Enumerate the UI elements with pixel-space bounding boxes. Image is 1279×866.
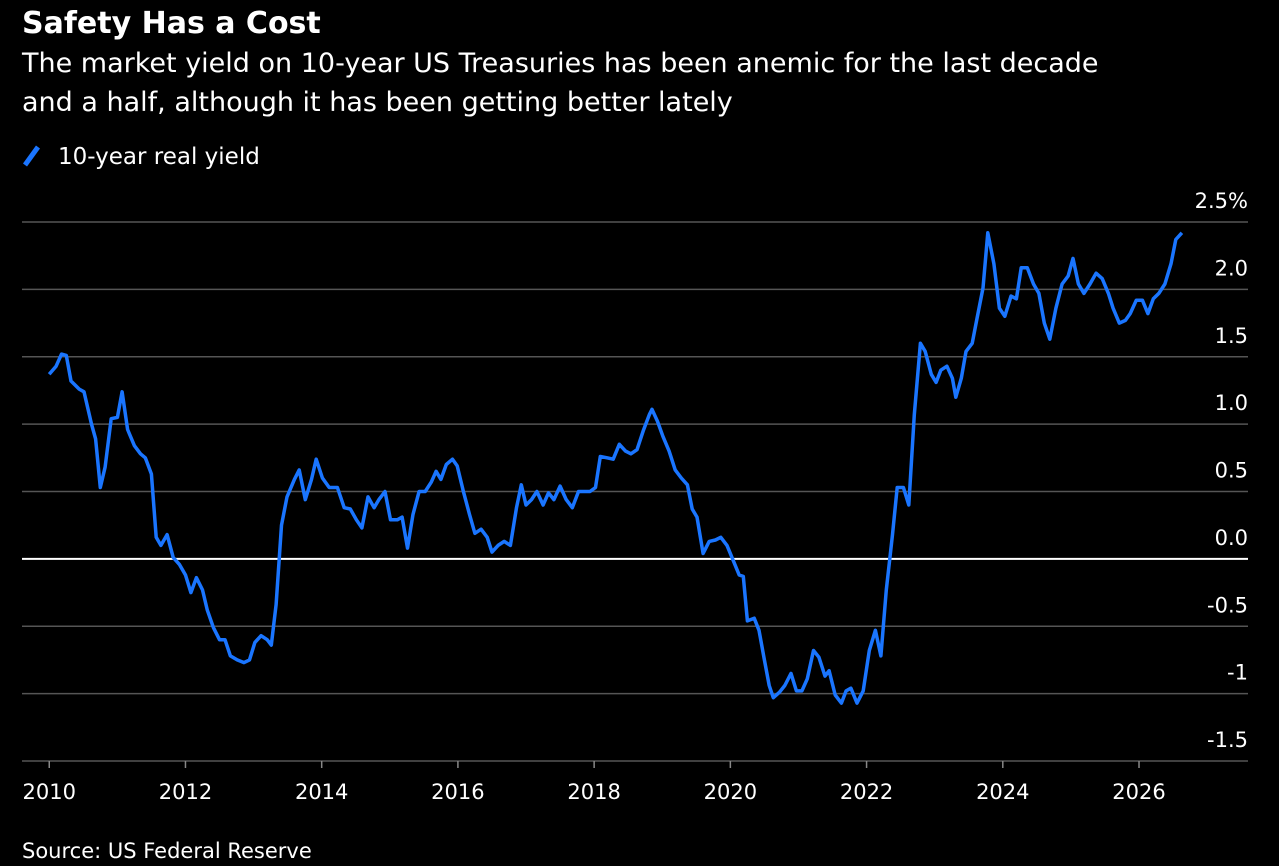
x-tick-label: 2024 <box>976 780 1029 804</box>
x-tick-label: 2010 <box>23 780 76 804</box>
x-tick-label: 2014 <box>295 780 348 804</box>
x-tick-label: 2018 <box>567 780 620 804</box>
y-tick-label: -1 <box>1227 661 1248 685</box>
y-tick-label: 1.5 <box>1215 324 1248 348</box>
chart-title: Safety Has a Cost <box>22 6 321 41</box>
y-tick-label: 1.0 <box>1215 391 1248 415</box>
y-tick-label: 2.5% <box>1195 189 1248 213</box>
legend-label: 10-year real yield <box>58 144 260 170</box>
y-tick-label: -0.5 <box>1207 593 1248 617</box>
y-tick-label: 2.0 <box>1215 256 1248 280</box>
y-tick-label: 0.5 <box>1215 459 1248 483</box>
x-tick-label: 2016 <box>431 780 484 804</box>
y-tick-label: 0.0 <box>1215 526 1248 550</box>
x-tick-label: 2022 <box>840 780 893 804</box>
chart-subtitle: The market yield on 10-year US Treasurie… <box>21 48 1099 79</box>
source-note: Source: US Federal Reserve <box>22 839 312 863</box>
y-tick-label: -1.5 <box>1207 728 1248 752</box>
x-tick-label: 2026 <box>1112 780 1165 804</box>
data-line <box>47 231 1184 705</box>
x-tick-label: 2020 <box>704 780 757 804</box>
chart-subtitle: and a half, although it has been getting… <box>22 87 733 118</box>
x-tick-label: 2012 <box>159 780 212 804</box>
legend-swatch <box>22 145 41 167</box>
